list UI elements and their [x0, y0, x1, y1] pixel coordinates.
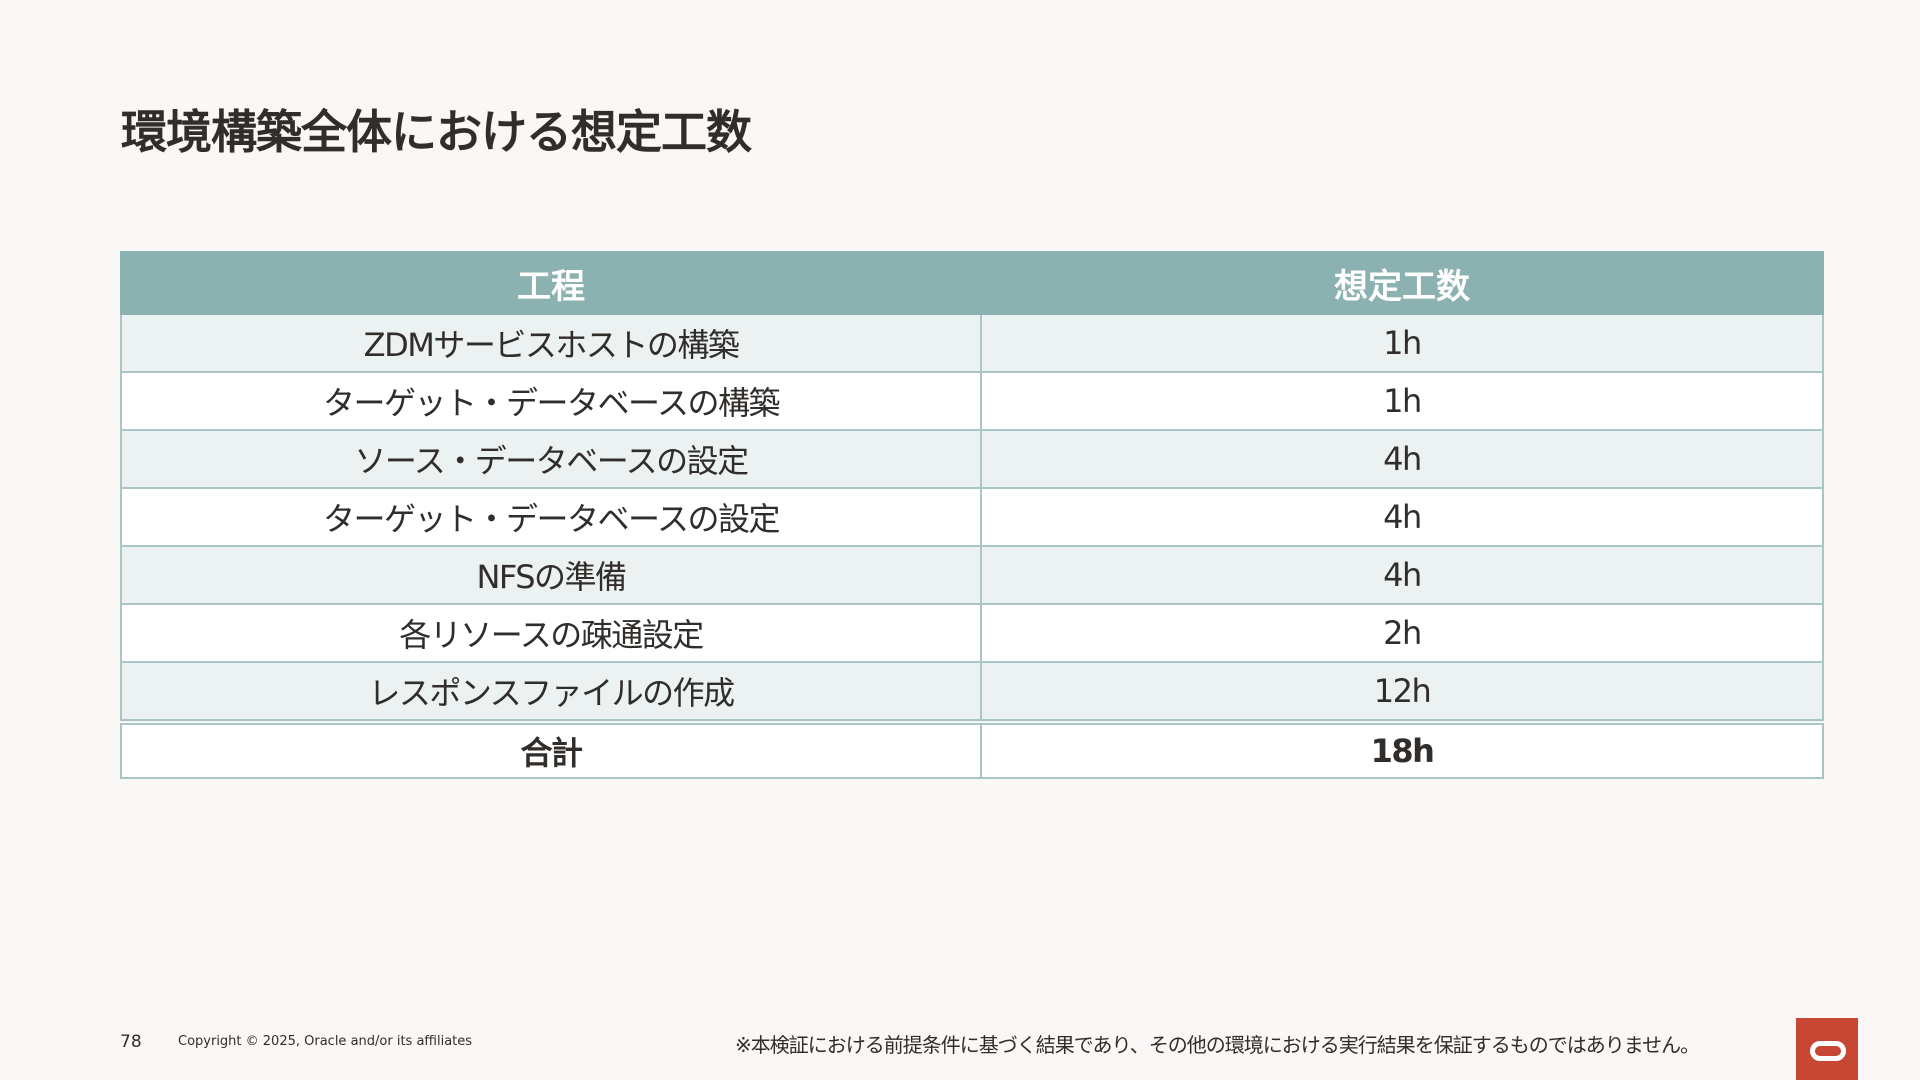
oracle-ring-icon	[1810, 1041, 1846, 1061]
effort-cell: 2h	[980, 604, 1824, 663]
step-cell: NFSの準備	[120, 546, 982, 605]
table-row: レスポンスファイルの作成 12h	[120, 662, 1824, 723]
effort-cell: 4h	[980, 430, 1824, 489]
table-row: ZDMサービスホストの構築 1h	[120, 314, 1824, 373]
page-number: 78	[120, 1032, 142, 1052]
total-row: 合計 18h	[120, 719, 1824, 779]
step-cell: ターゲット・データベースの構築	[120, 372, 982, 431]
header-effort: 想定工数	[980, 251, 1824, 315]
total-value: 18h	[980, 719, 1824, 779]
table-header-row: 工程 想定工数	[120, 251, 1824, 315]
table-row: 各リソースの疎通設定 2h	[120, 604, 1824, 663]
oracle-logo-icon	[1796, 1018, 1858, 1080]
total-label: 合計	[120, 719, 982, 779]
step-cell: レスポンスファイルの作成	[120, 662, 982, 723]
disclaimer-note: ※本検証における前提条件に基づく結果であり、その他の環境における実行結果を保証す…	[735, 1033, 1700, 1057]
table-row: ソース・データベースの設定 4h	[120, 430, 1824, 489]
table-row: ターゲット・データベースの設定 4h	[120, 488, 1824, 547]
effort-table: 工程 想定工数 ZDMサービスホストの構築 1h ターゲット・データベースの構築…	[120, 251, 1824, 779]
effort-cell: 4h	[980, 488, 1824, 547]
step-cell: 各リソースの疎通設定	[120, 604, 982, 663]
header-step: 工程	[120, 251, 982, 315]
effort-cell: 1h	[980, 314, 1824, 373]
step-cell: ターゲット・データベースの設定	[120, 488, 982, 547]
copyright-text: Copyright © 2025, Oracle and/or its affi…	[178, 1034, 473, 1049]
step-cell: ソース・データベースの設定	[120, 430, 982, 489]
effort-cell: 12h	[980, 662, 1824, 723]
table-row: NFSの準備 4h	[120, 546, 1824, 605]
effort-cell: 4h	[980, 546, 1824, 605]
table-row: ターゲット・データベースの構築 1h	[120, 372, 1824, 431]
slide-title: 環境構築全体における想定工数	[121, 105, 752, 159]
effort-cell: 1h	[980, 372, 1824, 431]
step-cell: ZDMサービスホストの構築	[120, 314, 982, 373]
